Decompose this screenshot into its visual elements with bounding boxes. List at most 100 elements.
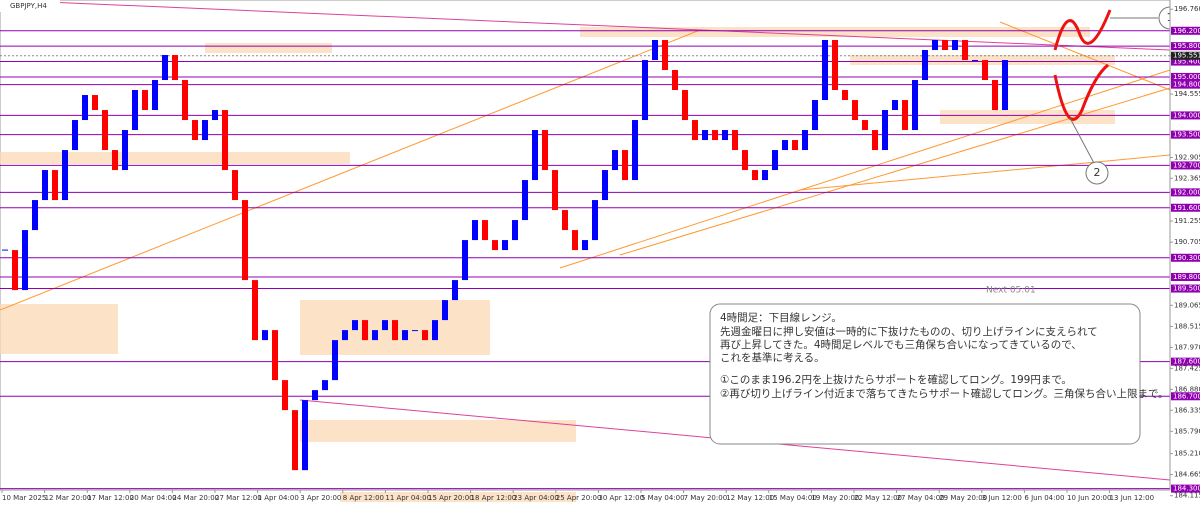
level-label: 194.000 xyxy=(1173,111,1200,119)
candle-body xyxy=(522,180,528,221)
candle-body xyxy=(1002,60,1008,111)
candle-body xyxy=(982,60,988,81)
y-tick-label: 184.115 xyxy=(1174,492,1200,500)
x-tick-label: 19 May 20:00 xyxy=(811,494,859,502)
candle-body xyxy=(222,110,228,171)
current-price-tag xyxy=(1171,51,1200,60)
candle-body xyxy=(872,130,878,151)
x-tick-label: 7 May 20:00 xyxy=(684,494,728,502)
x-tick-label: 22 May 12:00 xyxy=(854,494,902,502)
candle-body xyxy=(42,170,48,201)
candle-body xyxy=(532,130,538,181)
candle-body xyxy=(272,330,278,381)
candle-body xyxy=(402,330,408,341)
y-tick-label: 194.555 xyxy=(1174,90,1200,98)
callout-line xyxy=(1069,117,1096,166)
candle-body xyxy=(592,200,598,241)
candle-body xyxy=(852,100,858,121)
level-tag xyxy=(1171,42,1200,51)
x-tick-label: 13 Jun 12:00 xyxy=(1110,494,1154,502)
candle-body xyxy=(892,100,898,111)
candle-body xyxy=(282,380,288,411)
level-tag xyxy=(1171,80,1200,89)
y-tick-label: 186.335 xyxy=(1174,406,1200,414)
candle-body xyxy=(322,380,328,391)
candle-body xyxy=(762,170,768,181)
level-tag xyxy=(1171,284,1200,293)
annotation-line: 先週金曜日に押し安値は一時的に下抜けたものの、切り上げラインに支えられて xyxy=(720,325,1098,338)
level-label: 190.300 xyxy=(1173,254,1200,262)
x-tick-label: 5 May 04:00 xyxy=(641,494,685,502)
y-tick-label: 186.880 xyxy=(1174,385,1200,393)
x-tick-label: 25 Apr 20:00 xyxy=(556,494,602,502)
level-tag xyxy=(1171,392,1200,401)
x-tick-label: 10 Mar 2025 xyxy=(2,494,46,502)
candle-body xyxy=(602,170,608,201)
candle-body xyxy=(502,240,508,251)
x-tick-label: 15 Apr 20:00 xyxy=(428,494,474,502)
level-tag xyxy=(1171,130,1200,139)
candle-body xyxy=(712,130,718,141)
y-tick-label: 187.425 xyxy=(1174,364,1200,372)
candle-body xyxy=(842,90,848,101)
candle-body xyxy=(32,200,38,231)
candle-body xyxy=(432,320,438,341)
trendline xyxy=(799,154,1171,191)
candle-body xyxy=(112,150,118,171)
arrow-down xyxy=(1053,63,1109,121)
level-label: 192.000 xyxy=(1173,188,1200,196)
level-tag xyxy=(1171,253,1200,262)
candle-body xyxy=(352,320,358,331)
x-tick-label: 15 May 04:00 xyxy=(769,494,817,502)
annotation-line: 4時間足：下目線レンジ。 xyxy=(720,311,842,324)
x-tick-label: 27 Mar 12:00 xyxy=(215,494,262,502)
annotation-line: ②再び切り上げライン付近まで落ちてきたらサポート確認してロング。三角保ち合い上限… xyxy=(720,387,1169,400)
y-tick-label: 192.905 xyxy=(1174,154,1200,162)
candle-body xyxy=(482,220,488,241)
level-label: 186.700 xyxy=(1173,392,1200,400)
scenario-arrows xyxy=(1053,9,1112,121)
candle-body xyxy=(102,110,108,151)
arrow-up xyxy=(1053,9,1112,51)
candle-body xyxy=(832,40,838,91)
y-tick-label: 185.210 xyxy=(1174,450,1200,458)
candle-body xyxy=(552,170,558,211)
chart-title: GBPJPY,H4 xyxy=(10,2,47,10)
candle-body xyxy=(582,240,588,251)
candle-body xyxy=(372,330,378,341)
x-tick-label: 10 Jun 20:00 xyxy=(1067,494,1111,502)
level-label: 189.500 xyxy=(1173,285,1200,293)
candle-body xyxy=(862,120,868,131)
candle-body xyxy=(942,40,948,51)
level-tag xyxy=(1171,484,1200,493)
level-label: 187.600 xyxy=(1173,358,1200,366)
zone xyxy=(850,55,1115,65)
candle-body xyxy=(882,110,888,151)
candle-body xyxy=(212,110,218,121)
candle-body xyxy=(772,150,778,171)
candle-body xyxy=(152,80,158,111)
candle-body xyxy=(472,220,478,241)
x-tick-label: 23 Apr 04:00 xyxy=(513,494,559,502)
y-tick-label: 192.365 xyxy=(1174,174,1200,182)
level-tag xyxy=(1171,57,1200,66)
candle-body xyxy=(162,55,168,81)
level-tag xyxy=(1171,273,1200,282)
candle-body xyxy=(192,120,198,141)
candle-body xyxy=(442,300,448,321)
scenario-label: 2 xyxy=(1094,166,1101,179)
candle-body xyxy=(72,120,78,151)
x-tick-label: 3 Apr 20:00 xyxy=(300,494,341,502)
candle-body xyxy=(382,320,388,331)
candle-body xyxy=(302,400,308,471)
timer: Next 05:01 xyxy=(986,286,1036,296)
candle-body xyxy=(22,230,28,291)
candle-body xyxy=(542,130,548,171)
candle-body xyxy=(12,250,18,291)
y-tick-label: 196.760 xyxy=(1174,5,1200,13)
x-tick-label: 11 Apr 04:00 xyxy=(385,494,431,502)
candle-body xyxy=(462,240,468,281)
x-tick-label: 3 Jun 12:00 xyxy=(982,494,1022,502)
candle-body xyxy=(802,130,808,151)
